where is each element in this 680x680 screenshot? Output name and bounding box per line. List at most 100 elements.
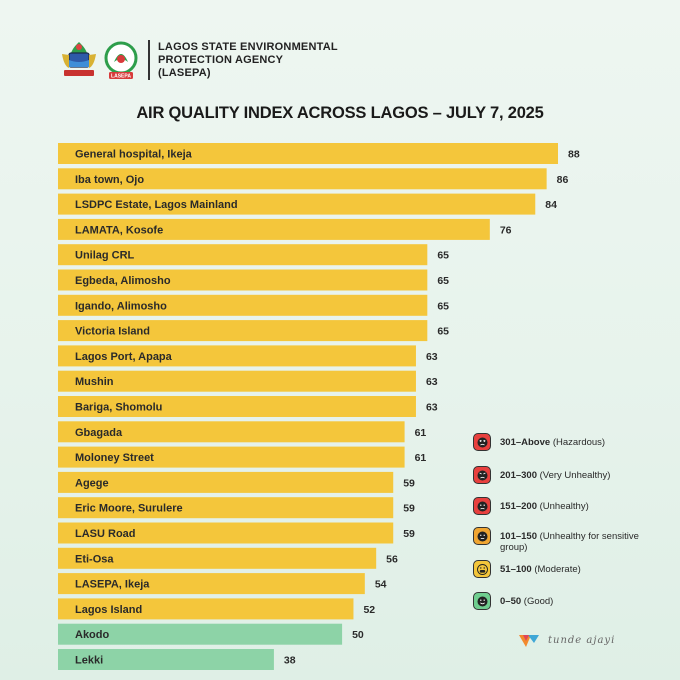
bar-category-label: LASEPA, Ikeja (75, 579, 150, 591)
watermark: tunde ajayi (518, 632, 615, 648)
legend-label: 301–Above (Hazardous) (500, 433, 650, 448)
legend-category: (Unhealthy for sensitive group) (500, 531, 639, 553)
bar-13 (58, 471, 394, 493)
bar-9 (58, 370, 416, 392)
bar-category-label: Bariga, Shomolu (75, 402, 162, 414)
bar-value-label: 52 (363, 604, 375, 616)
bar-category-label: Victoria Island (75, 326, 150, 338)
bar-0 (58, 143, 558, 164)
bar-value-label: 63 (426, 376, 438, 388)
dead-face-icon (473, 433, 491, 451)
bar-18 (58, 598, 354, 620)
legend-category: (Hazardous) (552, 437, 606, 448)
bar-category-label: Eric Moore, Surulere (75, 503, 183, 515)
lagos-state-crest-icon (62, 42, 96, 76)
agency-line-3: (LASEPA) (158, 66, 211, 79)
legend-category: (Unhealthy) (539, 501, 589, 512)
bar-category-label: Egbeda, Alimosho (75, 275, 171, 287)
legend-item: 101–150 (Unhealthy for sensitive group) (473, 527, 650, 553)
bar-14 (58, 497, 394, 519)
bar-category-label: Gbagada (75, 427, 123, 439)
bar-category-label: Unilag CRL (75, 250, 135, 262)
bar-3 (58, 218, 490, 240)
legend-item: 301–Above (Hazardous) (473, 433, 650, 451)
sad-face-icon (473, 497, 491, 515)
lasepa-logo-text: LASEPA (111, 74, 131, 80)
legend-range: 101–150 (500, 531, 537, 542)
bar-category-label: General hospital, Ikeja (75, 149, 193, 161)
bar-20 (58, 649, 274, 670)
legend-item: 0–50 (Good) (473, 592, 650, 610)
bar-category-label: LASU Road (75, 528, 136, 540)
legend-label: 51–100 (Moderate) (500, 560, 650, 575)
bar-4 (58, 244, 428, 266)
bar-value-label: 76 (500, 224, 512, 236)
bar-1 (58, 168, 547, 190)
legend-item: 151–200 (Unhealthy) (473, 497, 650, 515)
bar-value-label: 63 (426, 402, 438, 414)
bar-category-label: Mushin (75, 376, 114, 388)
header-divider (148, 40, 150, 80)
bar-category-label: Akodo (75, 629, 110, 641)
bar-value-label: 65 (437, 300, 449, 312)
legend-range: 51–100 (500, 564, 532, 575)
bar-16 (58, 547, 377, 569)
legend-range: 0–50 (500, 596, 522, 607)
bar-15 (58, 522, 394, 544)
legend-range: 151–200 (500, 501, 537, 512)
bar-category-label: Lagos Island (75, 604, 142, 616)
bar-19 (58, 623, 343, 645)
bar-value-label: 56 (386, 553, 398, 565)
bar-value-label: 50 (352, 629, 364, 641)
bar-value-label: 61 (415, 452, 427, 464)
watermark-logo-icon (519, 635, 539, 647)
bar-value-label: 84 (545, 199, 557, 211)
bar-category-label: LSDPC Estate, Lagos Mainland (75, 199, 238, 211)
bar-value-label: 88 (568, 149, 580, 161)
legend-category: (Very Unhealthy) (539, 470, 611, 481)
chart-title: AIR QUALITY INDEX ACROSS LAGOS – JULY 7,… (136, 104, 544, 122)
watermark-text: tunde ajayi (548, 634, 616, 646)
legend-category: (Good) (523, 596, 554, 607)
bar-6 (58, 294, 428, 316)
agency-name: LAGOS STATE ENVIRONMENTAL PROTECTION AGE… (158, 41, 338, 80)
bar-value-label: 65 (437, 326, 449, 338)
bar-value-label: 59 (403, 477, 415, 489)
face-mask-icon (473, 560, 491, 578)
bar-10 (58, 396, 416, 417)
bar-category-label: LAMATA, Kosofe (75, 224, 163, 236)
bar-11 (58, 421, 405, 443)
bar-value-label: 59 (403, 528, 415, 540)
bar-12 (58, 446, 405, 468)
bar-category-label: Moloney Street (75, 452, 154, 464)
bar-value-label: 65 (437, 250, 449, 262)
bar-category-label: Igando, Alimosho (75, 300, 167, 312)
bar-value-label: 38 (284, 655, 296, 667)
legend-label: 201–300 (Very Unhealthy) (500, 466, 650, 481)
legend-label: 0–50 (Good) (500, 592, 650, 607)
bar-5 (58, 269, 428, 291)
bar-category-label: Iba town, Ojo (75, 174, 144, 186)
bar-17 (58, 573, 365, 595)
legend-category: (Moderate) (534, 564, 581, 575)
bar-value-label: 86 (557, 174, 569, 186)
header: LASEPA LAGOS STATE ENVIRONMENTAL PROTECT… (60, 36, 338, 84)
bar-value-label: 59 (403, 503, 415, 515)
bar-category-label: Eti-Osa (75, 553, 114, 565)
legend-item: 51–100 (Moderate) (473, 560, 650, 578)
legend-label: 101–150 (Unhealthy for sensitive group) (500, 527, 650, 553)
legend-label: 151–200 (Unhealthy) (500, 497, 650, 512)
legend-range: 301–Above (500, 437, 551, 448)
bar-8 (58, 345, 416, 367)
bar-value-label: 61 (415, 427, 427, 439)
worried-face-icon (473, 527, 491, 545)
bar-category-label: Lekki (75, 655, 103, 667)
lasepa-logo-icon: LASEPA (104, 41, 138, 80)
legend-item: 201–300 (Very Unhealthy) (473, 466, 650, 484)
bar-2 (58, 193, 536, 215)
bar-value-label: 54 (375, 579, 387, 591)
bar-category-label: Lagos Port, Apapa (75, 351, 173, 363)
legend-range: 201–300 (500, 470, 537, 481)
agency-line-2: PROTECTION AGENCY (158, 53, 284, 66)
bar-7 (58, 320, 428, 342)
